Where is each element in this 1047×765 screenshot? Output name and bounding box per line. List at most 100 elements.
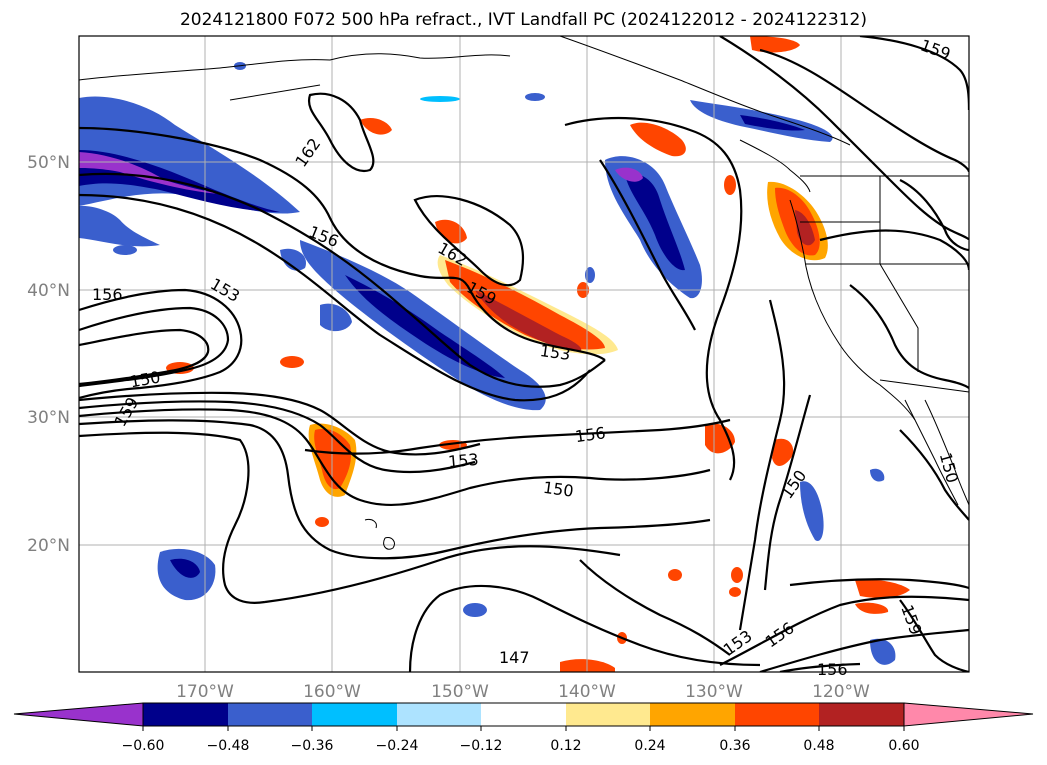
shading-orange-speck-9 — [729, 587, 741, 597]
coastline-bc-coast — [739, 139, 811, 193]
shading-orange-speck-8 — [731, 567, 743, 583]
lon-tick-140w: 140°W — [558, 682, 616, 702]
shading-blue-east-streak — [800, 481, 824, 541]
border-nevada — [879, 176, 919, 372]
lon-tick-120w: 120°W — [812, 682, 870, 702]
colorbar-bin-2 — [228, 703, 312, 726]
coastline-mexico-mainland — [924, 399, 969, 506]
colorbar-label-6: 0.12 — [550, 738, 581, 754]
contour-southwest-patch — [264, 545, 621, 604]
contour-156-west — [79, 288, 243, 400]
contour-156-southeast — [719, 595, 969, 666]
shading-orange-central-band — [445, 260, 605, 350]
contour-southeast-2 — [789, 578, 969, 590]
contour-north-central-loop — [564, 116, 743, 481]
contour-west-stack-2 — [79, 400, 476, 474]
contour-label-18: 156 — [817, 660, 848, 679]
contour-153-west — [79, 306, 230, 388]
contour-150-west — [79, 328, 210, 386]
shading-orange-east-patch-2 — [772, 438, 794, 466]
contour-label-4: 156 — [92, 285, 123, 304]
coastline-alaska-aleutians — [79, 53, 511, 81]
contour-coast-inner — [759, 48, 969, 173]
coastline-california — [815, 299, 916, 421]
lat-tick-30n: 30°N — [27, 408, 70, 428]
contour-southeast-1 — [759, 628, 969, 672]
colorbar-label-9: 0.48 — [803, 738, 834, 754]
colorbar-label-10: 0.60 — [888, 738, 919, 754]
shading-blue-speck-1 — [113, 245, 137, 255]
coastline-hawaii-islands — [364, 519, 395, 550]
shading-darkred-central-band — [475, 290, 582, 352]
shading-orange-speck-1 — [280, 356, 304, 368]
shading-lightblue-central-edge — [320, 303, 352, 332]
contour-162-north-loop — [79, 126, 606, 361]
contour-west-stack-4 — [79, 419, 711, 560]
shading-orange-southeast-patch — [855, 602, 889, 614]
contour-162-aleutian — [307, 92, 375, 173]
shading-blue-central-patch — [280, 248, 306, 271]
colorbar-bin-1 — [143, 703, 228, 726]
contour-153-south — [579, 559, 731, 656]
colorbar-label-2: −0.48 — [207, 738, 250, 754]
colorbar-bin-6 — [566, 703, 650, 726]
contour-east-ridge — [738, 299, 786, 631]
shading-navy-north-central — [625, 173, 685, 271]
lon-tick-130w: 130°W — [685, 682, 743, 702]
shading-purple-north-central — [615, 167, 643, 182]
contour-156-central — [79, 172, 606, 388]
contour-147-south — [408, 584, 761, 672]
contour-label-20: 147 — [499, 648, 530, 667]
colorbar-outline — [142, 702, 905, 727]
shading-orange-north-coast — [630, 122, 686, 157]
contour-label-12: 150 — [542, 478, 575, 501]
contour-153-central — [79, 193, 591, 402]
shading-orange-southeast-band — [855, 579, 910, 598]
shading-orange-speck-6 — [724, 175, 736, 195]
contour-west-stack-3 — [79, 408, 711, 507]
colorbar-bin-7 — [650, 703, 735, 726]
colorbar-bin-4 — [397, 703, 481, 726]
colorbar-ticks — [142, 726, 905, 731]
lat-tick-20n: 20°N — [27, 536, 70, 556]
contour-west-stack-1 — [79, 391, 481, 456]
shading-navy-southwest-patch — [170, 558, 200, 578]
colorbar-label-8: 0.36 — [719, 738, 750, 754]
shading-orange-speck-4 — [315, 517, 329, 527]
contour-150-east — [763, 394, 812, 591]
colorbar-extend-right — [903, 702, 1034, 727]
contour-label-11: 153 — [447, 450, 479, 472]
lon-tick-160w: 160°W — [303, 682, 361, 702]
lon-tick-170w: 170°W — [176, 682, 234, 702]
colorbar-label-3: −0.36 — [291, 738, 334, 754]
shading-lightblue-southeast-speck — [870, 468, 885, 482]
colorbar-bin-3 — [312, 703, 397, 726]
shading-blue-speck-6 — [463, 603, 487, 617]
shading-orange-east-patch-1 — [705, 423, 735, 454]
contour-north-coast — [719, 36, 969, 241]
lon-tick-150w: 150°W — [431, 682, 489, 702]
contour-147-southwest — [79, 431, 266, 604]
lat-tick-50n: 50°N — [27, 153, 70, 173]
map-frame — [78, 35, 970, 673]
colorbar-label-1: −0.60 — [122, 738, 165, 754]
coastline-baja-california — [904, 399, 959, 506]
contour-interior-loop — [899, 179, 969, 252]
coastlines — [79, 36, 969, 550]
latitude-tick-labels: 50°N 40°N 30°N 20°N — [27, 153, 70, 556]
colorbar-label-4: −0.24 — [376, 738, 419, 754]
contour-150-southeast — [899, 429, 969, 521]
contour-interior-south — [819, 229, 969, 271]
shading-orange-speck-7 — [668, 569, 682, 581]
contour-label-10: 156 — [574, 423, 607, 446]
contour-label-9: 153 — [539, 341, 572, 364]
colorbar-bin-9 — [819, 703, 904, 726]
longitude-tick-labels: 170°W 160°W 150°W 140°W 130°W 120°W — [176, 682, 870, 702]
contour-156-south-central — [304, 418, 731, 455]
map-title: 2024121800 F072 500 hPa refract., IVT La… — [179, 10, 867, 30]
shading-navy-coast-band — [740, 115, 805, 131]
contour-159-southeast — [899, 599, 969, 672]
shading-lightblue-west-edge — [79, 205, 160, 247]
map-frame-background — [79, 36, 969, 672]
